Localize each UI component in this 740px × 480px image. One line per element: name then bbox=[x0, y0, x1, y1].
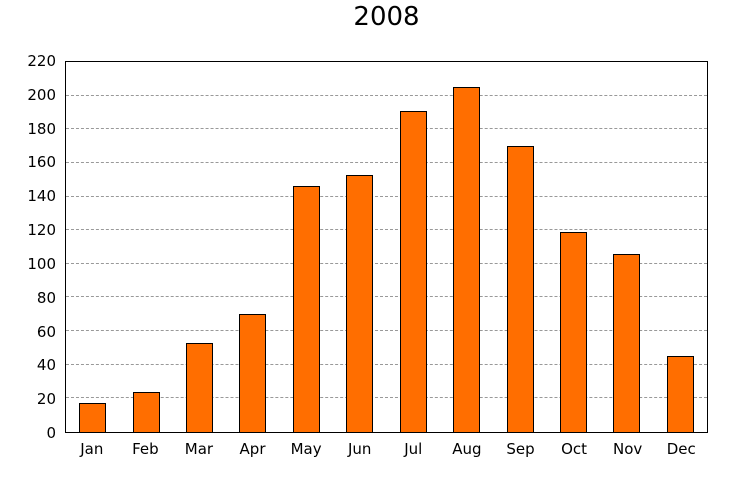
chart-title: 2008 bbox=[353, 2, 420, 32]
y-tick-label: 60 bbox=[36, 322, 56, 341]
y-tick-label: 180 bbox=[27, 119, 56, 138]
x-tick-label: Feb bbox=[132, 440, 159, 458]
y-tick-label: 0 bbox=[46, 424, 56, 442]
x-tick-label: Mar bbox=[184, 440, 214, 458]
gridline bbox=[66, 296, 707, 298]
gridline bbox=[66, 161, 707, 163]
bar-jun bbox=[346, 174, 374, 432]
x-tick-label: Jun bbox=[347, 440, 372, 458]
x-tick-label: Oct bbox=[561, 440, 587, 458]
y-tick-label: 40 bbox=[36, 356, 56, 375]
gridline bbox=[66, 128, 707, 130]
plot-area bbox=[65, 61, 708, 433]
y-tick-label: 20 bbox=[36, 390, 56, 409]
bar-jul bbox=[399, 110, 427, 432]
x-tick-label: Aug bbox=[452, 440, 482, 458]
bar-mar bbox=[186, 342, 214, 432]
bar-nov bbox=[613, 253, 641, 432]
gridline bbox=[66, 229, 707, 231]
y-tick-label: 80 bbox=[36, 288, 56, 307]
x-tick-label: Jan bbox=[80, 440, 104, 458]
gridline bbox=[66, 330, 707, 332]
x-tick-label: Dec bbox=[666, 440, 696, 458]
bar-aug bbox=[453, 87, 481, 432]
bar-feb bbox=[132, 391, 160, 432]
bar-may bbox=[292, 186, 320, 432]
bar-oct bbox=[559, 231, 587, 432]
gridline bbox=[66, 262, 707, 264]
y-tick-label: 100 bbox=[27, 254, 56, 273]
y-tick-label: 200 bbox=[27, 85, 56, 104]
bar-sep bbox=[506, 146, 534, 432]
y-tick-label: 160 bbox=[27, 153, 56, 172]
x-tick-label: May bbox=[290, 440, 322, 458]
y-tick-label: 220 bbox=[27, 52, 56, 70]
bar-jan bbox=[79, 403, 107, 432]
bar-dec bbox=[666, 356, 694, 432]
x-tick-label: Sep bbox=[506, 440, 535, 458]
gridline bbox=[66, 195, 707, 197]
x-tick-label: Apr bbox=[239, 440, 266, 458]
x-tick-label: Jul bbox=[404, 440, 423, 458]
gridline bbox=[66, 363, 707, 365]
gridline bbox=[66, 94, 707, 96]
y-tick-label: 120 bbox=[27, 221, 56, 240]
gridline bbox=[66, 397, 707, 399]
x-tick-label: Nov bbox=[612, 440, 643, 458]
y-tick-label: 140 bbox=[27, 187, 56, 206]
bar-apr bbox=[239, 314, 267, 432]
